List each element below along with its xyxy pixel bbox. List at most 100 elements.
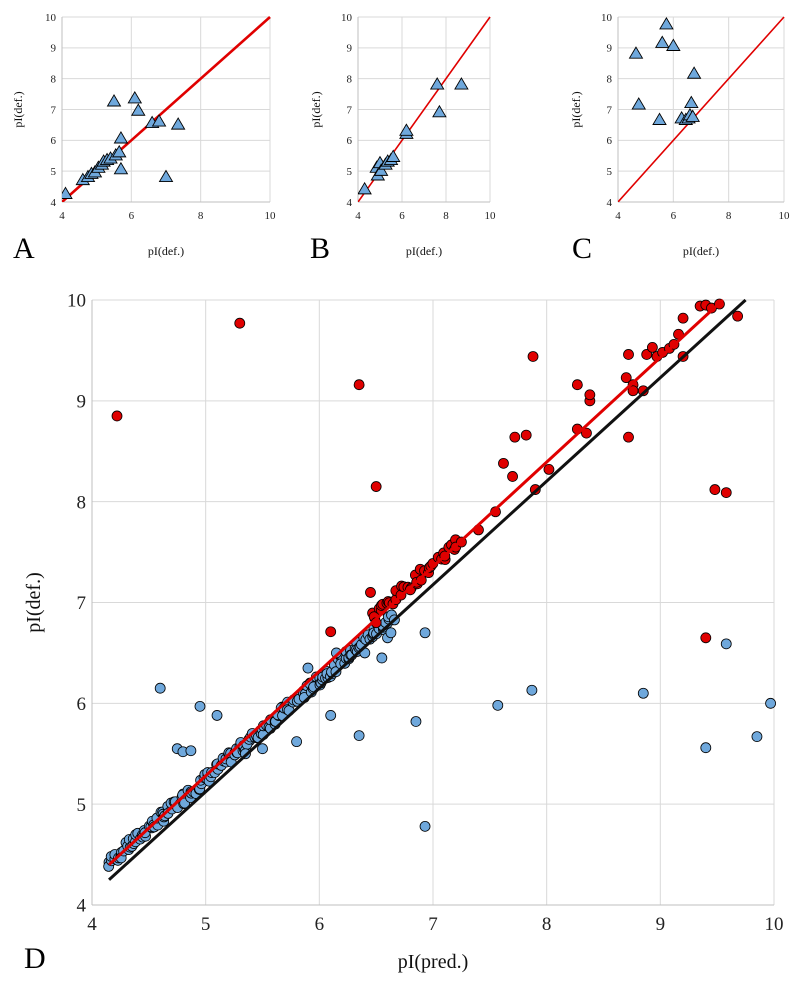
data-point [373, 163, 389, 176]
y-tick-label: 5 [77, 795, 87, 816]
x-tick-label: 6 [671, 210, 677, 222]
y-tick-label: 8 [607, 74, 613, 86]
y-tick-label: 9 [77, 391, 87, 412]
data-layer [618, 16, 785, 202]
data-point [234, 317, 246, 329]
panel-letter: B [310, 232, 330, 265]
x-tick-label: 8 [726, 210, 732, 222]
data-point [325, 710, 337, 721]
identity-line [618, 16, 785, 202]
x-tick-label: 4 [87, 914, 97, 935]
y-tick-label: 5 [51, 166, 57, 178]
data-point [659, 16, 674, 30]
data-point [325, 626, 337, 638]
x-axis-label: pI(def.) [683, 244, 719, 258]
x-tick-label: 10 [779, 210, 791, 222]
x-tick-label: 10 [765, 914, 784, 935]
panel-letter: C [572, 232, 592, 265]
data-point [507, 471, 518, 482]
data-point [700, 632, 712, 644]
data-point [130, 103, 146, 116]
y-axis-label: pI(def.) [569, 91, 583, 127]
y-tick-label: 10 [341, 12, 353, 24]
data-point [623, 349, 634, 360]
data-point [520, 429, 532, 441]
data-point [654, 35, 670, 48]
data-point [62, 186, 73, 199]
x-axis-label: pI(def.) [406, 244, 442, 258]
data-point [498, 457, 509, 469]
panel-d: 4 5 6 7 8 9 10 4 5 6 7 8 9 10 pI(pred.) pI(def.) D [23, 291, 784, 975]
y-axis-label: pI(def.) [23, 572, 45, 633]
data-point [151, 114, 167, 127]
x-tick-label: 9 [656, 914, 666, 935]
y-tick-label: 4 [77, 896, 87, 917]
data-point [526, 684, 538, 696]
data-point [429, 77, 445, 90]
data-point [399, 123, 414, 136]
data-point [302, 662, 314, 674]
y-tick-label: 6 [51, 135, 57, 147]
data-point [751, 731, 763, 743]
y-tick-label: 7 [347, 104, 353, 116]
data-point [432, 104, 447, 118]
x-tick-label: 4 [355, 210, 361, 222]
y-tick-label: 10 [67, 291, 86, 312]
y-tick-label: 6 [347, 135, 353, 147]
data-point [376, 652, 388, 664]
data-layer [103, 298, 776, 881]
data-point [709, 484, 721, 495]
data-point [571, 379, 583, 391]
data-point [720, 638, 732, 650]
data-point [454, 77, 469, 90]
data-point [527, 351, 539, 362]
y-tick-label: 5 [347, 166, 353, 178]
data-point [652, 112, 667, 125]
panel-b: 4 5 6 7 8 9 10 4 6 8 10 pI(def.) pI(def.) B [309, 12, 496, 265]
y-tick-label: 8 [51, 74, 57, 86]
data-point [185, 745, 197, 757]
data-point [641, 349, 653, 360]
data-point [106, 94, 122, 107]
y-axis-label: pI(def.) [309, 91, 323, 127]
data-point [620, 372, 632, 384]
data-point [385, 149, 401, 162]
x-tick-label: 6 [315, 914, 325, 935]
data-point [623, 431, 634, 443]
regression-line [108, 298, 724, 866]
data-point [385, 627, 397, 639]
x-tick-label: 10 [485, 210, 497, 222]
data-point [404, 584, 416, 596]
data-point [257, 743, 268, 755]
data-point [684, 95, 699, 108]
data-point [637, 687, 649, 699]
y-tick-label: 6 [77, 694, 87, 715]
data-point [410, 716, 422, 727]
x-tick-label: 8 [542, 914, 552, 935]
data-point [170, 117, 186, 130]
data-point [113, 161, 129, 175]
data-point [365, 587, 376, 598]
x-tick-label: 7 [428, 914, 438, 935]
data-point [419, 627, 431, 639]
x-tick-label: 6 [129, 210, 135, 222]
data-point [211, 710, 223, 721]
y-tick-label: 7 [77, 593, 87, 614]
x-tick-label: 8 [198, 210, 204, 222]
data-point [158, 169, 174, 182]
y-tick-label: 9 [347, 43, 353, 55]
data-point [677, 312, 689, 324]
data-point [353, 730, 365, 741]
data-point [631, 97, 647, 110]
y-tick-label: 4 [347, 197, 353, 209]
data-point [419, 820, 431, 832]
data-point [291, 736, 303, 748]
y-tick-label: 8 [347, 74, 353, 86]
x-axis-label: pI(pred.) [398, 951, 469, 973]
data-point [700, 742, 712, 754]
data-point [666, 38, 681, 51]
data-point [628, 46, 644, 59]
data-point [492, 699, 504, 711]
panel-a: 4 5 6 7 8 9 10 4 6 8 10 pI(def.) pI(def.) A [11, 12, 276, 265]
